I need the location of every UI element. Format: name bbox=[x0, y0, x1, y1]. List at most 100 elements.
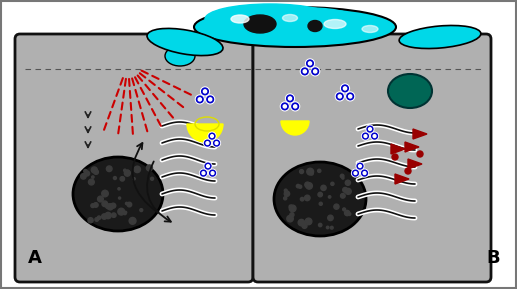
Circle shape bbox=[209, 170, 216, 176]
Circle shape bbox=[342, 85, 348, 92]
Circle shape bbox=[291, 102, 299, 111]
Circle shape bbox=[92, 176, 94, 178]
Circle shape bbox=[300, 197, 304, 201]
Circle shape bbox=[306, 183, 312, 189]
Circle shape bbox=[318, 192, 323, 197]
Circle shape bbox=[206, 142, 209, 144]
Circle shape bbox=[124, 169, 126, 172]
Circle shape bbox=[353, 170, 358, 176]
Circle shape bbox=[290, 205, 296, 212]
Circle shape bbox=[124, 170, 130, 176]
Circle shape bbox=[347, 189, 351, 193]
Circle shape bbox=[133, 178, 135, 180]
Circle shape bbox=[98, 196, 103, 202]
Circle shape bbox=[305, 195, 310, 201]
Ellipse shape bbox=[260, 8, 360, 36]
Polygon shape bbox=[408, 159, 422, 169]
Circle shape bbox=[321, 185, 326, 190]
Circle shape bbox=[405, 168, 411, 174]
Circle shape bbox=[286, 95, 293, 102]
Polygon shape bbox=[405, 142, 419, 152]
Circle shape bbox=[287, 215, 293, 222]
Circle shape bbox=[195, 95, 204, 104]
Circle shape bbox=[348, 95, 352, 98]
Circle shape bbox=[328, 215, 333, 221]
Ellipse shape bbox=[400, 27, 480, 48]
Circle shape bbox=[392, 154, 398, 160]
FancyBboxPatch shape bbox=[253, 34, 491, 282]
Circle shape bbox=[203, 90, 207, 93]
Circle shape bbox=[102, 190, 108, 197]
Circle shape bbox=[292, 103, 298, 110]
Circle shape bbox=[305, 182, 310, 187]
Circle shape bbox=[283, 105, 286, 108]
Circle shape bbox=[84, 169, 87, 173]
Circle shape bbox=[91, 204, 95, 208]
Circle shape bbox=[284, 191, 290, 197]
Circle shape bbox=[372, 133, 377, 139]
Circle shape bbox=[210, 135, 214, 138]
Ellipse shape bbox=[231, 15, 249, 23]
Circle shape bbox=[102, 214, 107, 219]
Circle shape bbox=[303, 70, 307, 73]
Ellipse shape bbox=[195, 8, 395, 46]
Circle shape bbox=[288, 97, 292, 100]
Ellipse shape bbox=[308, 21, 322, 32]
Circle shape bbox=[344, 210, 350, 216]
Circle shape bbox=[215, 142, 218, 144]
Circle shape bbox=[134, 166, 141, 173]
Circle shape bbox=[207, 165, 209, 168]
Circle shape bbox=[198, 98, 202, 101]
Text: B: B bbox=[486, 249, 499, 267]
Circle shape bbox=[105, 204, 110, 209]
Circle shape bbox=[361, 132, 369, 140]
Circle shape bbox=[336, 92, 344, 101]
Circle shape bbox=[107, 204, 113, 210]
Ellipse shape bbox=[205, 4, 335, 34]
Circle shape bbox=[201, 87, 209, 96]
Circle shape bbox=[366, 125, 374, 133]
Circle shape bbox=[212, 139, 220, 147]
Circle shape bbox=[202, 172, 205, 175]
Circle shape bbox=[281, 103, 288, 110]
Circle shape bbox=[307, 168, 314, 175]
Circle shape bbox=[317, 169, 321, 173]
Circle shape bbox=[285, 94, 294, 103]
Circle shape bbox=[307, 60, 313, 67]
Circle shape bbox=[85, 171, 89, 176]
Circle shape bbox=[112, 213, 116, 217]
Circle shape bbox=[102, 201, 108, 207]
Ellipse shape bbox=[148, 29, 222, 55]
Circle shape bbox=[94, 203, 98, 207]
Circle shape bbox=[367, 126, 373, 132]
Circle shape bbox=[302, 223, 307, 228]
Circle shape bbox=[129, 217, 136, 224]
Circle shape bbox=[95, 218, 99, 221]
Circle shape bbox=[214, 140, 220, 146]
Circle shape bbox=[356, 162, 364, 170]
Circle shape bbox=[294, 105, 297, 108]
Circle shape bbox=[296, 184, 300, 188]
Ellipse shape bbox=[324, 19, 346, 29]
Circle shape bbox=[361, 170, 368, 176]
Circle shape bbox=[290, 213, 294, 217]
Polygon shape bbox=[391, 144, 405, 154]
Circle shape bbox=[373, 135, 376, 138]
Circle shape bbox=[202, 88, 208, 95]
Circle shape bbox=[140, 209, 143, 212]
FancyBboxPatch shape bbox=[15, 34, 253, 282]
Circle shape bbox=[206, 95, 215, 104]
Circle shape bbox=[343, 208, 345, 211]
Circle shape bbox=[280, 102, 289, 111]
Circle shape bbox=[347, 93, 354, 100]
Circle shape bbox=[299, 170, 303, 174]
Circle shape bbox=[337, 93, 343, 100]
Circle shape bbox=[208, 98, 212, 101]
Circle shape bbox=[311, 67, 320, 76]
Circle shape bbox=[118, 188, 120, 190]
Circle shape bbox=[92, 167, 97, 173]
Circle shape bbox=[361, 169, 369, 177]
Circle shape bbox=[298, 219, 305, 226]
Circle shape bbox=[205, 163, 211, 169]
Circle shape bbox=[204, 162, 212, 170]
